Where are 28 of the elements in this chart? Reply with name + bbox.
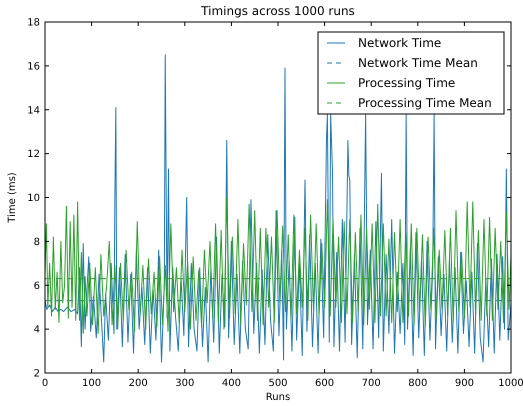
x-tick-label: 200	[128, 378, 148, 389]
x-tick-label: 300	[175, 378, 194, 389]
x-tick-label: 1000	[498, 378, 523, 389]
y-tick-label: 6	[34, 280, 40, 292]
x-tick-label: 800	[408, 378, 428, 389]
x-tick-label: 500	[268, 378, 288, 389]
x-axis-title: Runs	[266, 392, 290, 403]
legend-label: Network Time	[358, 36, 442, 50]
x-tick-label: 900	[454, 378, 474, 389]
y-axis-title: Time (ms)	[7, 172, 18, 224]
x-tick-label: 0	[42, 378, 48, 389]
line-series	[45, 197, 511, 334]
y-tick-label: 4	[34, 324, 40, 336]
y-tick-label: 2	[34, 368, 40, 380]
x-tick-label: 400	[222, 378, 241, 389]
legend-label: Processing Time Mean	[358, 96, 492, 110]
y-tick-label: 16	[27, 61, 40, 72]
y-tick-label: 12	[27, 149, 40, 160]
y-tick-label: 8	[34, 236, 40, 248]
y-tick-label: 10	[27, 193, 40, 204]
chart-title: Timings across 1000 runs	[200, 4, 355, 18]
x-tick-label: 700	[362, 378, 381, 389]
x-tick-label: 600	[315, 378, 334, 389]
legend-label: Processing Time	[358, 76, 456, 90]
y-tick-label: 18	[27, 18, 40, 28]
x-tick-label: 100	[82, 378, 102, 389]
y-tick-label: 14	[27, 105, 40, 116]
legend-label: Network Time Mean	[358, 56, 478, 70]
